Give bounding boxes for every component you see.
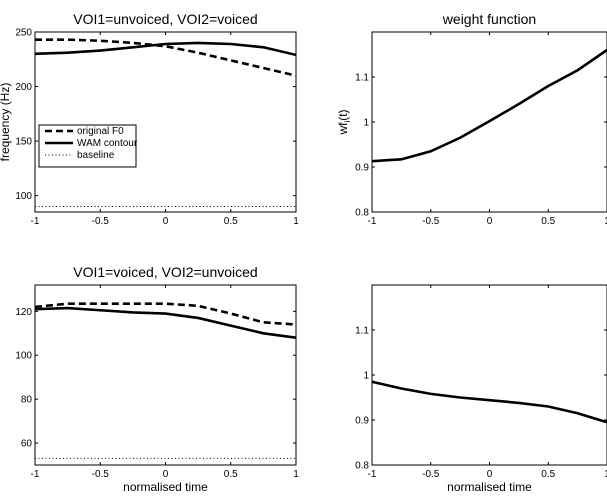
series-line-2 (35, 306, 296, 339)
chart-1: -1 -0.5 0 0.5 1 100 150 200 250 VOI1=unvoiced, VO… (0, 11, 299, 227)
y-tick-label: 100 (15, 351, 32, 362)
y-axis-label-suffix: (t) (336, 109, 350, 120)
y-tick-label: 0.9 (355, 163, 369, 174)
x-tick-label: -0.5 (422, 216, 440, 227)
x-tick-label: 1 (293, 469, 299, 480)
x-tick-label: 0.5 (541, 469, 555, 480)
legend-entry: baseline (77, 150, 115, 161)
chart-4: -1 -0.5 0 0.5 1 0.8 0.9 1 1.1 normalised time (355, 284, 607, 494)
x-tick-label: 0 (487, 216, 493, 227)
y-tick-label: 80 (21, 395, 33, 406)
y-axis-label-main: wf (336, 122, 350, 136)
legend-entry: original F0 (77, 126, 124, 137)
x-tick-label: -0.5 (422, 469, 440, 480)
x-axis-label: normalised time (447, 480, 532, 494)
x-tick-label: 0.5 (541, 216, 555, 227)
legend-box (38, 124, 137, 168)
y-axis-label: frequency (Hz) (0, 83, 12, 162)
legend-entry: WAM contour (77, 138, 138, 149)
x-tick-label: -1 (31, 216, 40, 227)
x-tick-label: -1 (368, 216, 377, 227)
chart-3: -1 -0.5 0 0.5 1 60 80 100 120 VOI1=voiced, VOI2=u… (15, 264, 299, 494)
y-axis-label-subscript: i (343, 121, 352, 123)
y-tick-label: 0.8 (355, 461, 369, 472)
y-tick-label: 1 (363, 118, 369, 129)
y-tick-label: 0.9 (355, 416, 369, 427)
series-line-2 (35, 41, 296, 57)
y-tick-label: 120 (15, 307, 32, 318)
x-tick-label: 1 (604, 469, 607, 480)
x-tick-label: 0 (487, 469, 493, 480)
x-tick-label: 0.5 (224, 469, 238, 480)
y-tick-label: 200 (15, 82, 32, 93)
y-tick-label: 1 (363, 371, 369, 382)
x-tick-label: 1 (293, 216, 299, 227)
x-tick-label: -1 (368, 469, 377, 480)
series-line-1 (372, 380, 607, 424)
x-tick-label: -0.5 (92, 469, 110, 480)
x-tick-label: 0 (163, 469, 169, 480)
axes-box (371, 284, 607, 466)
chart-title: VOI1=unvoiced, VOI2=voiced (73, 11, 257, 27)
x-tick-label: -0.5 (92, 216, 110, 227)
chart-title: VOI1=voiced, VOI2=unvoiced (73, 264, 257, 280)
x-tick-label: 0.5 (224, 216, 238, 227)
x-tick-label: 0 (163, 216, 169, 227)
y-tick-label: 150 (15, 137, 32, 148)
x-axis-label: normalised time (123, 480, 208, 494)
y-tick-label: 1.1 (355, 73, 369, 84)
chart-title: weight function (442, 11, 536, 27)
y-tick-label: 60 (21, 439, 33, 450)
x-tick-label: -1 (31, 469, 40, 480)
y-axis-label: wfi(t) (336, 109, 352, 135)
axes-box (34, 31, 297, 213)
chart-2: -1 -0.5 0 0.5 1 0.8 0.9 1 1.1 weight function wfi(… (336, 11, 607, 227)
y-tick-label: 100 (15, 191, 32, 202)
series-line-1 (372, 48, 607, 163)
x-tick-label: 1 (604, 216, 607, 227)
y-tick-label: 250 (15, 28, 32, 39)
y-tick-label: 1.1 (355, 326, 369, 337)
y-tick-label: 0.8 (355, 208, 369, 219)
axes-box (34, 284, 297, 466)
